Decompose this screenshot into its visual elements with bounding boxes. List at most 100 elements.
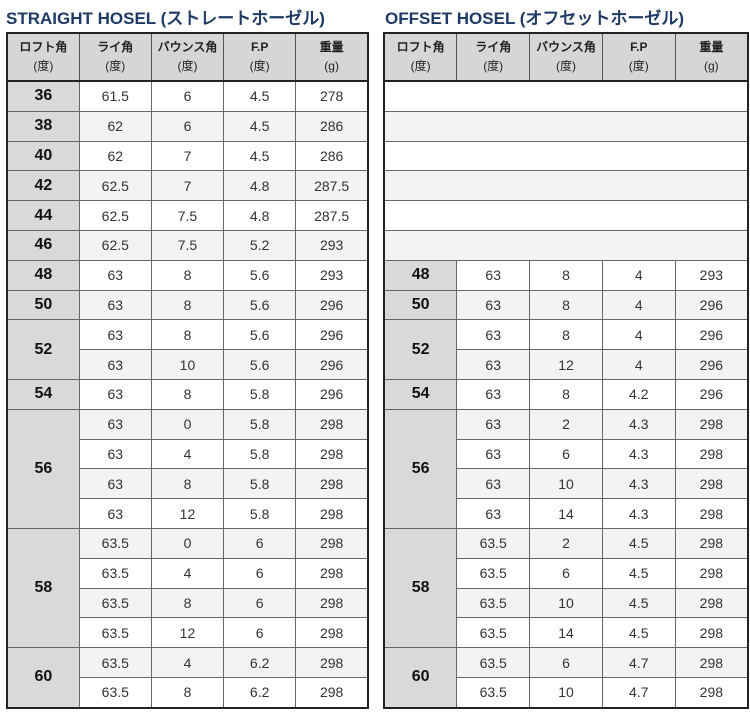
loft-cell: 46 bbox=[6, 229, 80, 261]
loft-cell: 60 bbox=[383, 647, 458, 709]
straight-hosel-table: ロフト角 (度) ライ角 (度) バウンス角 (度) F.P (度) 重量 (g) 36 61.5 6 4… bbox=[6, 32, 369, 709]
fp-cell: 5.6 bbox=[223, 259, 297, 291]
header-lie: ライ角 (度) bbox=[456, 32, 531, 82]
lie-cell: 63 bbox=[456, 259, 531, 291]
table-row: 63.5 4 6 298 bbox=[7, 557, 369, 589]
bounce-cell: 8 bbox=[150, 319, 225, 351]
fp-cell: 4.5 bbox=[223, 80, 297, 112]
header-fp: F.P (度) bbox=[601, 32, 676, 82]
fp-cell: 4.5 bbox=[223, 140, 297, 172]
weight-cell: 296 bbox=[295, 378, 369, 410]
empty-cell bbox=[383, 80, 749, 112]
loft-cell: 52 bbox=[6, 319, 80, 380]
table-row: 36 61.5 6 4.5 278 bbox=[6, 80, 369, 112]
lie-cell: 63.5 bbox=[456, 647, 531, 678]
bounce-cell: 8 bbox=[150, 468, 225, 500]
lie-cell: 63.5 bbox=[78, 527, 152, 559]
table-row: 63.5 12 6 298 bbox=[7, 617, 369, 649]
loft-cell: 54 bbox=[383, 378, 458, 410]
lie-cell: 63 bbox=[456, 468, 531, 500]
bounce-cell: 2 bbox=[529, 527, 603, 559]
bounce-cell: 10 bbox=[529, 468, 603, 500]
table-row: 38 62 6 4.5 286 bbox=[6, 110, 369, 142]
lie-cell: 63.5 bbox=[78, 676, 152, 709]
weight-cell: 296 bbox=[295, 319, 369, 351]
fp-cell: 4.8 bbox=[223, 170, 297, 202]
header-fp: F.P (度) bbox=[223, 32, 297, 82]
weight-cell: 298 bbox=[295, 647, 369, 678]
empty-cell bbox=[383, 140, 749, 172]
loft-cell: 44 bbox=[6, 200, 80, 231]
fp-cell: 5.6 bbox=[223, 319, 297, 351]
lie-cell: 63 bbox=[78, 319, 152, 351]
loft-cell: 42 bbox=[6, 170, 80, 202]
lie-cell: 62.5 bbox=[78, 229, 152, 261]
bounce-cell: 6 bbox=[529, 438, 603, 470]
table-row: 63.5 10 4.5 298 bbox=[384, 587, 749, 619]
bounce-cell: 8 bbox=[529, 319, 603, 351]
table-row: 63 4 5.8 298 bbox=[7, 438, 369, 470]
table-row: 40 62 7 4.5 286 bbox=[6, 140, 369, 172]
empty-row bbox=[383, 229, 749, 261]
bounce-cell: 2 bbox=[529, 408, 603, 440]
offset-hosel-table: ロフト角 (度) ライ角 (度) バウンス角 (度) F.P (度) 重量 (g) 48 63 8 4 29… bbox=[383, 32, 749, 709]
bounce-cell: 4 bbox=[150, 438, 225, 470]
bounce-cell: 4 bbox=[150, 557, 225, 589]
fp-cell: 6 bbox=[223, 617, 297, 649]
lie-cell: 63 bbox=[456, 438, 531, 470]
bounce-cell: 8 bbox=[150, 259, 225, 291]
weight-cell: 293 bbox=[674, 259, 749, 291]
weight-cell: 278 bbox=[295, 80, 369, 112]
table-row: 63 8 5.8 298 bbox=[7, 468, 369, 500]
header-loft: ロフト角 (度) bbox=[6, 32, 80, 82]
lie-cell: 63 bbox=[78, 378, 152, 410]
lie-cell: 63 bbox=[78, 259, 152, 291]
lie-cell: 63 bbox=[456, 319, 531, 351]
lie-cell: 62.5 bbox=[78, 170, 152, 202]
fp-cell: 5.6 bbox=[223, 349, 297, 380]
weight-cell: 287.5 bbox=[295, 200, 369, 231]
weight-cell: 298 bbox=[295, 527, 369, 559]
table-row: 56 63 2 4.3 298 bbox=[383, 408, 749, 529]
fp-cell: 4.3 bbox=[601, 498, 676, 529]
table-row: 58 63.5 0 6 298 bbox=[6, 527, 369, 649]
bounce-cell: 8 bbox=[150, 378, 225, 410]
lie-cell: 63 bbox=[78, 408, 152, 440]
table-row: 63 6 4.3 298 bbox=[384, 438, 749, 470]
fp-cell: 4 bbox=[601, 319, 676, 351]
offset-hosel-title: OFFSET HOSEL (オフセットホーゼル) bbox=[385, 9, 685, 28]
weight-cell: 298 bbox=[295, 498, 369, 529]
table-row: 52 63 8 4 296 bbox=[383, 319, 749, 380]
bounce-cell: 8 bbox=[150, 289, 225, 321]
lie-cell: 63 bbox=[456, 498, 531, 529]
loft-cell: 50 bbox=[383, 289, 458, 321]
weight-cell: 296 bbox=[674, 378, 749, 410]
bounce-cell: 8 bbox=[529, 259, 603, 291]
weight-cell: 298 bbox=[295, 468, 369, 500]
header-unit: (度) bbox=[105, 59, 126, 73]
lie-cell: 62 bbox=[78, 140, 152, 172]
header-weight: 重量 (g) bbox=[295, 32, 369, 82]
table-row: 58 63.5 2 4.5 298 bbox=[383, 527, 749, 649]
table-row: 50 63 8 4 296 bbox=[383, 289, 749, 321]
empty-cell bbox=[383, 170, 749, 202]
header-row: ロフト角 (度) ライ角 (度) バウンス角 (度) F.P (度) 重量 (g) bbox=[383, 32, 749, 82]
table-row: 52 63 8 5.6 296 bbox=[6, 319, 369, 380]
fp-cell: 6 bbox=[223, 527, 297, 559]
lie-cell: 63.5 bbox=[78, 617, 152, 649]
fp-cell: 5.8 bbox=[223, 378, 297, 410]
lie-cell: 63.5 bbox=[456, 617, 531, 649]
header-lie: ライ角 (度) bbox=[78, 32, 152, 82]
loft-cell: 50 bbox=[6, 289, 80, 321]
empty-row bbox=[383, 170, 749, 202]
weight-cell: 298 bbox=[295, 408, 369, 440]
weight-cell: 298 bbox=[295, 557, 369, 589]
bounce-cell: 6 bbox=[529, 647, 603, 678]
bounce-cell: 6 bbox=[529, 557, 603, 589]
table-row: 44 62.5 7.5 4.8 287.5 bbox=[6, 200, 369, 231]
bounce-cell: 6 bbox=[150, 80, 225, 112]
empty-row bbox=[383, 140, 749, 172]
loft-cell: 40 bbox=[6, 140, 80, 172]
header-unit: (度) bbox=[177, 59, 198, 73]
fp-cell: 5.8 bbox=[223, 468, 297, 500]
